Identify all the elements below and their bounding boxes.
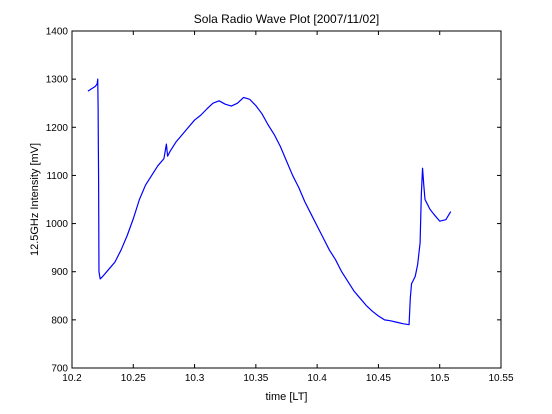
y-tick-label: 1400 <box>46 27 69 38</box>
series-group <box>87 78 452 326</box>
y-tick-label: 1300 <box>46 75 69 86</box>
x-axis-label: time [LT] <box>266 391 308 403</box>
plot-area <box>71 30 502 369</box>
x-tick-label: 10.25 <box>121 373 146 384</box>
y-tick-label: 1200 <box>46 123 69 134</box>
x-tick-label: 10.55 <box>488 373 513 384</box>
y-tick-label: 1000 <box>46 219 69 230</box>
y-tick-label: 1100 <box>46 171 68 182</box>
y-axis-label: 12.5GHz Intensity [mV] <box>29 143 41 256</box>
y-tick-label: 900 <box>51 267 68 278</box>
chart-title: Sola Radio Wave Plot [2007/11/02] <box>194 12 379 26</box>
x-tick-label: 10.4 <box>307 373 327 384</box>
series-line <box>87 78 452 326</box>
tick-labels-group: 10.2 10.25 10.3 10.35 10.4 10.45 10.5 10.55 700 8… <box>46 27 514 385</box>
ticks-group <box>71 30 502 369</box>
x-tick-label: 10.3 <box>185 373 205 384</box>
x-tick-label: 10.5 <box>430 373 450 384</box>
x-tick-label: 10.2 <box>62 373 82 384</box>
y-tick-label: 700 <box>51 364 68 375</box>
x-tick-label: 10.45 <box>366 373 391 384</box>
y-tick-label: 800 <box>51 315 68 326</box>
x-tick-label: 10.35 <box>243 373 268 384</box>
